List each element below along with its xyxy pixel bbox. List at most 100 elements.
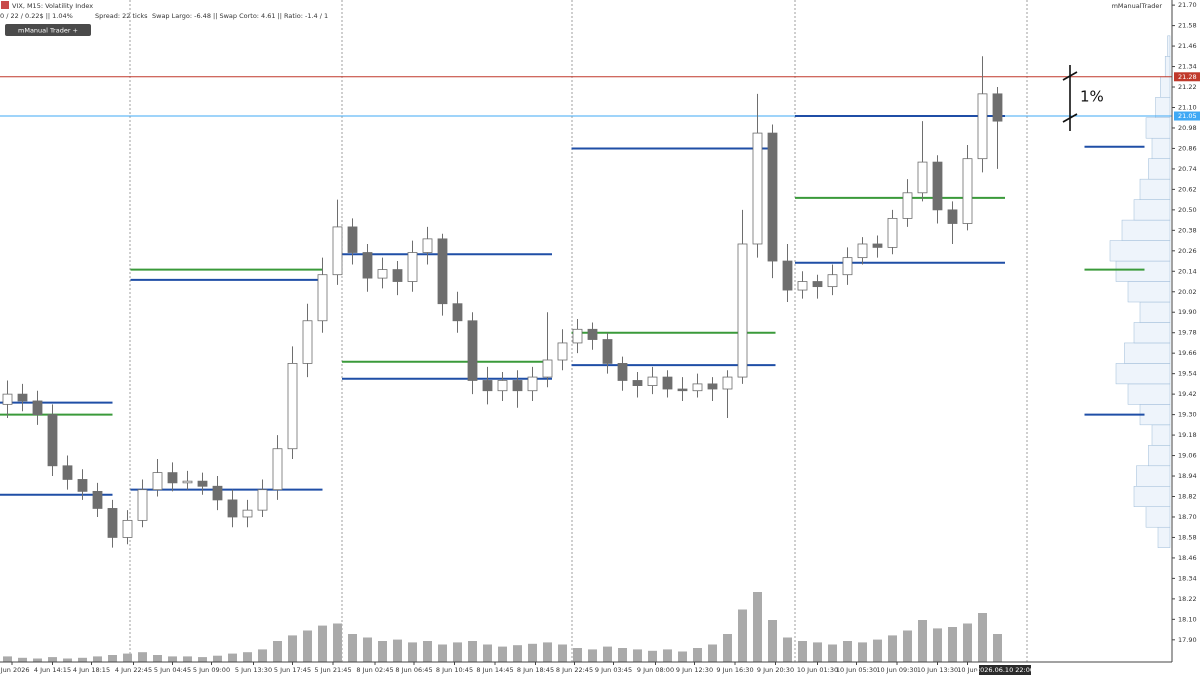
candle-body bbox=[32, 400, 43, 416]
x-tick-label: 10 Jun bbox=[957, 666, 978, 674]
y-tick-label: 18.22 bbox=[1178, 595, 1197, 603]
price-label: 21.05 bbox=[1178, 112, 1197, 120]
candle-body bbox=[152, 472, 163, 491]
profile-bar bbox=[1145, 117, 1171, 139]
candle-body bbox=[377, 269, 388, 279]
candle-body bbox=[317, 274, 328, 322]
candle-body bbox=[527, 376, 538, 392]
y-tick-label: 20.02 bbox=[1178, 288, 1197, 296]
volume-bar bbox=[123, 653, 132, 662]
x-tick-label: 10 Jun 01:30 bbox=[797, 666, 838, 674]
candle-body bbox=[422, 238, 433, 253]
x-tick-label: 4 Jun 18:15 bbox=[73, 666, 110, 674]
candle-body bbox=[212, 485, 223, 501]
volume-bar bbox=[213, 655, 222, 662]
candle-body bbox=[947, 209, 958, 224]
candle-body bbox=[542, 359, 553, 378]
y-tick-label: 21.34 bbox=[1178, 63, 1197, 71]
window-icon bbox=[1, 1, 9, 9]
profile-bar bbox=[1157, 526, 1171, 548]
candle-body bbox=[767, 132, 778, 262]
volume-bar bbox=[918, 620, 927, 662]
info-text: Swap Largo: -6.48 || Swap Corto: 4.61 ||… bbox=[152, 12, 328, 20]
x-tick-label: 8 Jun 18:45 bbox=[517, 666, 554, 674]
y-tick-label: 18.82 bbox=[1178, 493, 1197, 501]
volume-bar bbox=[873, 639, 882, 662]
candle-body bbox=[512, 380, 523, 392]
volume-bar bbox=[48, 657, 57, 662]
y-tick-label: 21.10 bbox=[1178, 103, 1197, 111]
info-text: 0 / 22 / 0.22$ || 1.04% bbox=[0, 12, 73, 20]
price-label: 21.28 bbox=[1178, 73, 1197, 81]
profile-bar bbox=[1164, 56, 1171, 78]
candle-body bbox=[707, 383, 718, 390]
profile-bar bbox=[1139, 178, 1171, 200]
candle-body bbox=[77, 479, 88, 492]
volume-bar bbox=[978, 613, 987, 662]
y-tick-label: 21.58 bbox=[1178, 22, 1197, 30]
candle-body bbox=[452, 303, 463, 322]
button-label[interactable]: mManual Trader + bbox=[18, 27, 78, 35]
y-tick-label: 21.22 bbox=[1178, 83, 1197, 91]
candle-body bbox=[122, 519, 133, 538]
profile-bar bbox=[1133, 486, 1171, 507]
manual-trader-button[interactable] bbox=[5, 24, 91, 36]
volume-bar bbox=[273, 641, 282, 662]
candle-body bbox=[962, 158, 973, 224]
volume-bar bbox=[558, 644, 567, 662]
volume-bar bbox=[468, 641, 477, 662]
candle-body bbox=[182, 480, 193, 484]
candle-body bbox=[827, 274, 838, 288]
x-tick-label: 8 Jun 02:45 bbox=[356, 666, 393, 674]
x-tick-label: 5 Jun 13:30 bbox=[235, 666, 272, 674]
measure-bracket bbox=[1062, 65, 1078, 131]
volume-bar bbox=[168, 656, 177, 662]
profile-bar bbox=[1160, 76, 1171, 98]
volume-bar bbox=[633, 649, 642, 662]
profile-bar bbox=[1136, 465, 1171, 487]
y-tick-label: 19.42 bbox=[1178, 390, 1197, 398]
candle-body bbox=[662, 376, 673, 390]
volume-bar bbox=[543, 642, 552, 662]
candle-body bbox=[47, 414, 58, 467]
volume-bar bbox=[288, 635, 297, 662]
y-tick-label: 18.94 bbox=[1178, 472, 1197, 480]
y-tick-label: 18.58 bbox=[1178, 533, 1197, 541]
x-tick-label: 9 Jun 12:30 bbox=[676, 666, 713, 674]
y-tick-label: 19.30 bbox=[1178, 411, 1197, 419]
candle-body bbox=[902, 192, 913, 219]
profile-bar bbox=[1145, 506, 1171, 528]
candle-body bbox=[647, 376, 658, 386]
candle-body bbox=[197, 480, 208, 487]
volume-bar bbox=[723, 634, 732, 662]
volume-bar bbox=[18, 657, 27, 662]
volume-bar bbox=[108, 655, 117, 662]
x-tick-label: 8 Jun 14:45 bbox=[476, 666, 513, 674]
candle-body bbox=[857, 243, 868, 259]
volume-bar bbox=[363, 637, 372, 662]
volume-bar bbox=[648, 650, 657, 662]
volume-bar bbox=[993, 634, 1002, 662]
volume-bar bbox=[708, 644, 717, 662]
y-tick-label: 19.90 bbox=[1178, 308, 1197, 316]
y-tick-label: 19.78 bbox=[1178, 329, 1197, 337]
volume-bar bbox=[618, 648, 627, 662]
volume-bar bbox=[318, 625, 327, 662]
volume-bar bbox=[963, 623, 972, 662]
profile-bar bbox=[1151, 137, 1171, 159]
volume-bar bbox=[828, 644, 837, 662]
volume-bar bbox=[678, 651, 687, 662]
candle-body bbox=[2, 393, 13, 405]
volume-bar bbox=[948, 627, 957, 662]
indicator-name: mManualTrader bbox=[1112, 2, 1163, 10]
x-tick-label: 5 Jun 04:45 bbox=[154, 666, 191, 674]
x-tick-label: 9 Jun 20:30 bbox=[757, 666, 794, 674]
volume-bar bbox=[423, 641, 432, 662]
candle-body bbox=[887, 217, 898, 248]
candle-body bbox=[722, 376, 733, 390]
volume-bar bbox=[393, 639, 402, 662]
volume-bar bbox=[903, 630, 912, 662]
candle-body bbox=[617, 363, 628, 381]
x-tick-label: 8 Jun 10:45 bbox=[436, 666, 473, 674]
